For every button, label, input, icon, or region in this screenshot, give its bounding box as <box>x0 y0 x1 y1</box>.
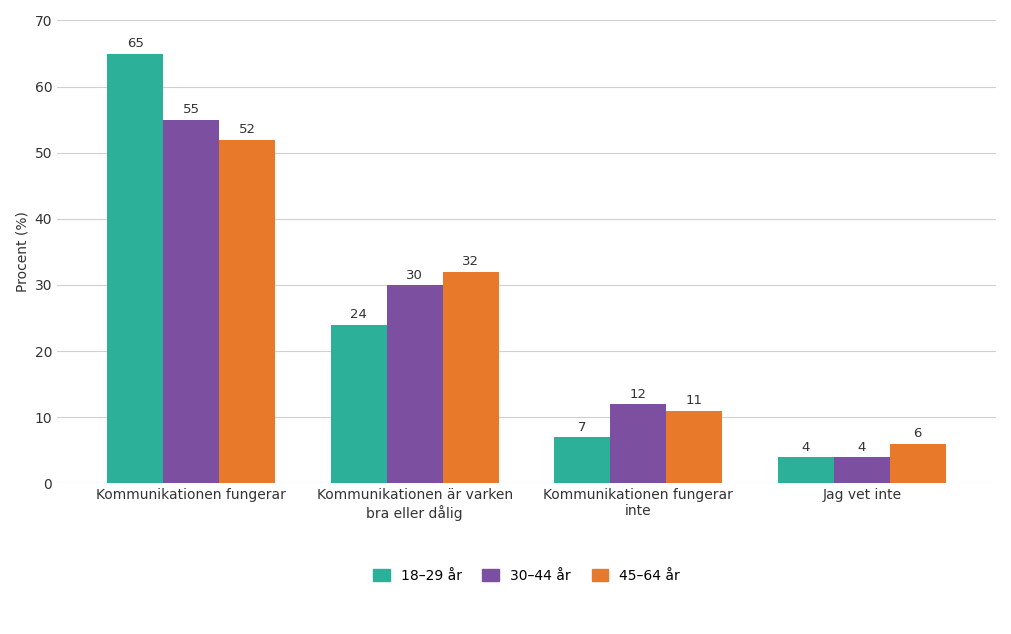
Text: 65: 65 <box>126 37 144 50</box>
Bar <box>163 120 219 483</box>
Text: 7: 7 <box>578 421 586 434</box>
Y-axis label: Procent (%): Procent (%) <box>15 212 29 292</box>
Text: 6: 6 <box>914 427 922 441</box>
Bar <box>666 411 722 483</box>
Bar <box>778 457 834 483</box>
Bar <box>387 285 443 483</box>
Text: 32: 32 <box>462 256 479 268</box>
Bar <box>611 404 666 483</box>
Text: 52: 52 <box>239 123 256 136</box>
Text: 4: 4 <box>802 441 810 453</box>
Text: 12: 12 <box>630 388 647 401</box>
Bar <box>890 444 945 483</box>
Text: 30: 30 <box>406 269 424 281</box>
Bar <box>107 53 163 483</box>
Text: 55: 55 <box>183 103 200 117</box>
Text: 4: 4 <box>857 441 866 453</box>
Bar <box>443 272 498 483</box>
Bar <box>219 139 275 483</box>
Text: 24: 24 <box>351 308 367 321</box>
Bar <box>834 457 890 483</box>
Bar <box>331 325 387 483</box>
Text: 11: 11 <box>685 394 703 407</box>
Legend: 18–29 år, 30–44 år, 45–64 år: 18–29 år, 30–44 år, 45–64 år <box>373 569 680 583</box>
Bar <box>554 437 611 483</box>
